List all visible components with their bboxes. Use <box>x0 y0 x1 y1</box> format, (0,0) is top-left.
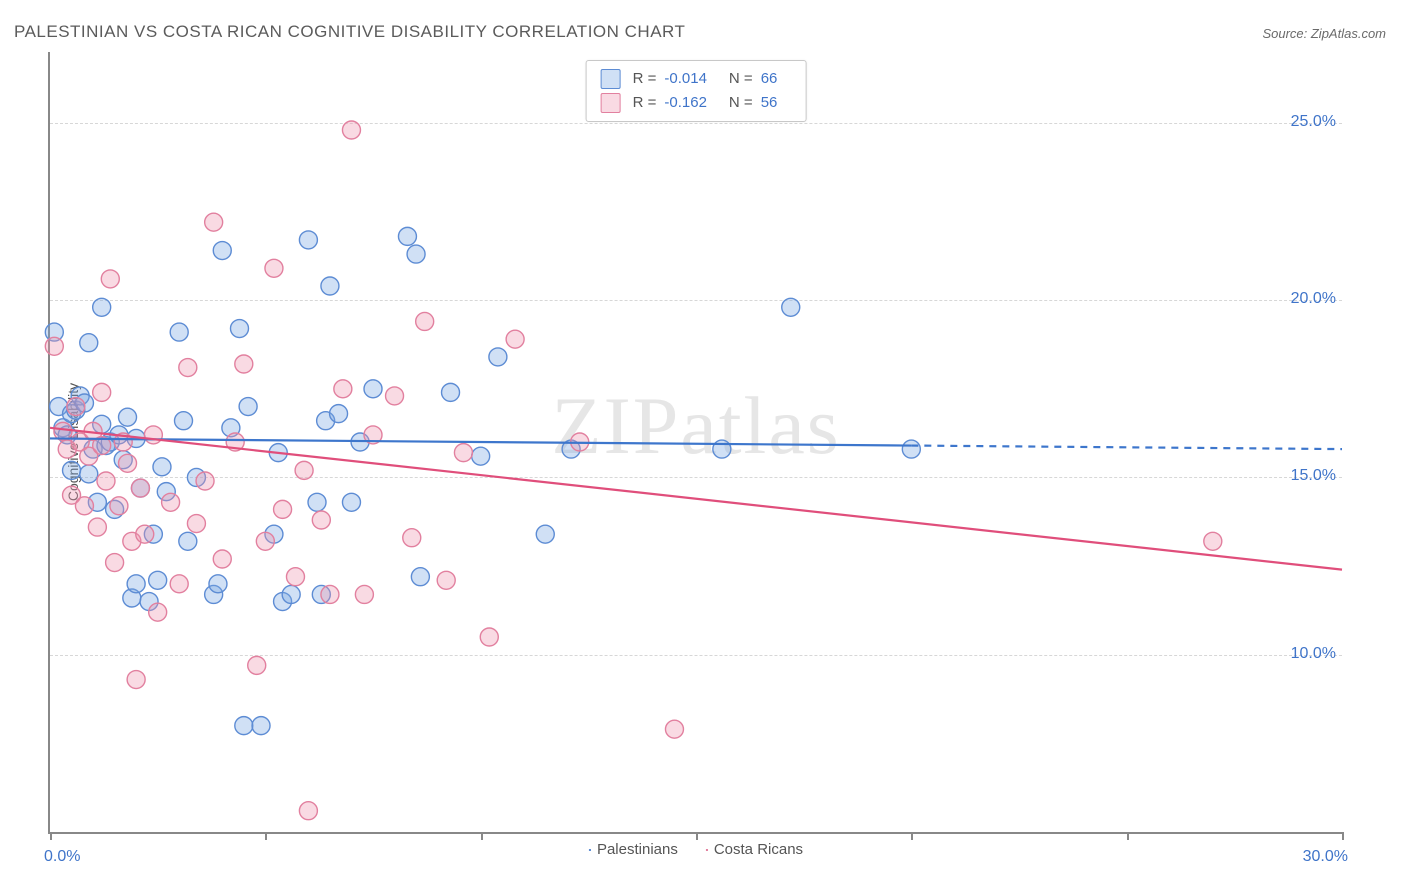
plot-area: ZIPatlas 10.0%15.0%20.0%25.0% Cognitive … <box>48 52 1342 834</box>
x-axis-max-label: 30.0% <box>1303 848 1348 866</box>
x-axis-min-label: 0.0% <box>44 848 80 866</box>
stat-n-1: 56 <box>761 91 778 115</box>
swatch-series-0-bottom <box>589 849 591 851</box>
stat-n-0: 66 <box>761 67 778 91</box>
stat-label-n: N = <box>729 91 753 115</box>
legend-label-0: Palestinians <box>597 841 678 858</box>
chart-container: PALESTINIAN VS COSTA RICAN COGNITIVE DIS… <box>0 0 1406 892</box>
source-label: Source: ZipAtlas.com <box>1262 26 1386 41</box>
stats-legend: R = -0.014 N = 66 R = -0.162 N = 56 <box>586 60 807 122</box>
stat-label-r: R = <box>633 91 657 115</box>
swatch-series-1-bottom <box>706 849 708 851</box>
stats-row-1: R = -0.162 N = 56 <box>601 91 792 115</box>
legend-item-0: Palestinians <box>589 841 678 858</box>
legend-label-1: Costa Ricans <box>714 841 803 858</box>
stat-r-0: -0.014 <box>664 67 707 91</box>
chart-title: PALESTINIAN VS COSTA RICAN COGNITIVE DIS… <box>14 22 685 42</box>
stats-row-0: R = -0.014 N = 66 <box>601 67 792 91</box>
stat-r-1: -0.162 <box>664 91 707 115</box>
legend-item-1: Costa Ricans <box>706 841 803 858</box>
swatch-series-1 <box>601 93 621 113</box>
stat-label-n: N = <box>729 67 753 91</box>
swatch-series-0 <box>601 69 621 89</box>
series-legend: Palestinians Costa Ricans <box>589 841 803 858</box>
plot-svg <box>50 52 1342 832</box>
stat-label-r: R = <box>633 67 657 91</box>
